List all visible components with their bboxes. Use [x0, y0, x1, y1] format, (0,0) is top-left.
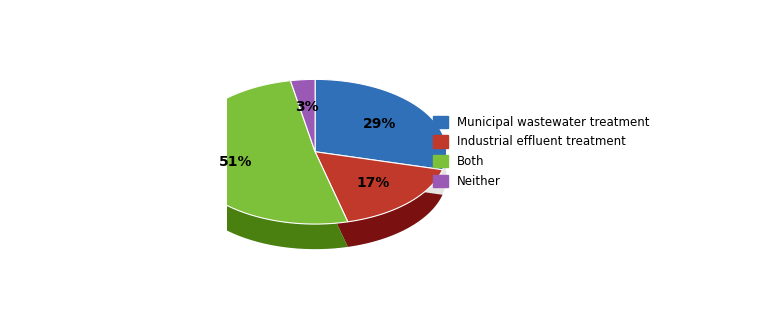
- Legend: Municipal wastewater treatment, Industrial effluent treatment, Both, Neither: Municipal wastewater treatment, Industri…: [428, 110, 655, 193]
- Polygon shape: [315, 152, 442, 247]
- Text: 17%: 17%: [356, 176, 389, 191]
- PathPatch shape: [184, 81, 348, 224]
- PathPatch shape: [315, 152, 442, 222]
- Text: 29%: 29%: [362, 117, 396, 131]
- Polygon shape: [184, 81, 348, 249]
- Text: 3%: 3%: [296, 100, 319, 114]
- PathPatch shape: [315, 79, 447, 170]
- Text: 51%: 51%: [219, 155, 252, 168]
- PathPatch shape: [290, 79, 315, 152]
- Ellipse shape: [184, 105, 447, 249]
